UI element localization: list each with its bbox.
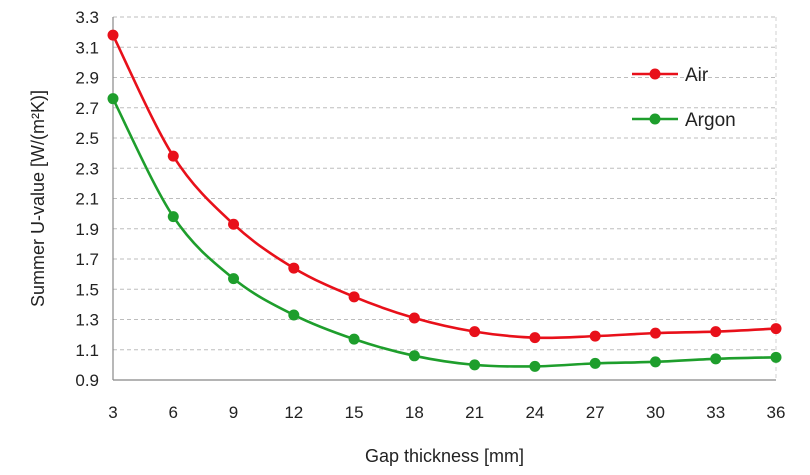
- x-tick-label: 6: [169, 403, 178, 422]
- data-point-air: [408, 312, 420, 324]
- data-point-argon: [107, 93, 119, 105]
- series-air: [107, 29, 782, 344]
- x-tick-label: 27: [586, 403, 605, 422]
- legend: Air Argon: [632, 65, 736, 131]
- y-tick-label: 1.5: [75, 280, 99, 299]
- y-tick-label: 0.9: [75, 371, 99, 390]
- data-point-argon: [288, 309, 300, 321]
- data-point-air: [589, 330, 601, 342]
- legend-item-argon: Argon: [632, 110, 736, 131]
- y-tick-label: 2.9: [75, 69, 99, 88]
- y-tick-label: 2.3: [75, 159, 99, 178]
- y-tick-label: 2.5: [75, 129, 99, 148]
- series: [107, 29, 782, 372]
- x-tick-label: 15: [345, 403, 364, 422]
- series-argon: [107, 93, 782, 372]
- y-tick-label: 3.3: [75, 8, 99, 27]
- y-tick-label: 1.1: [75, 341, 99, 360]
- data-point-air: [288, 262, 300, 274]
- y-tick-label: 2.1: [75, 190, 99, 209]
- data-point-air: [228, 218, 240, 230]
- axes: [112, 17, 776, 381]
- legend-item-air: Air: [632, 65, 709, 86]
- data-point-air: [107, 29, 119, 41]
- y-tick-label: 1.7: [75, 250, 99, 269]
- data-point-air: [469, 326, 481, 338]
- y-tick-labels: 0.9 1.1 1.3 1.5 1.7 1.9 2.1 2.3 2.5 2.7 2.9 3.1 3.3: [75, 8, 99, 390]
- legend-label: Air: [685, 65, 709, 86]
- data-point-argon: [408, 350, 420, 362]
- x-tick-label: 9: [229, 403, 238, 422]
- series-line-air: [111, 34, 777, 340]
- legend-swatch-marker: [649, 68, 661, 80]
- x-tick-labels: 3 6 9 12 15 18 21 24 27 30 33 36: [108, 403, 785, 422]
- data-point-argon: [770, 351, 782, 363]
- x-tick-label: 21: [465, 403, 484, 422]
- data-point-argon: [469, 359, 481, 371]
- data-point-air: [649, 327, 661, 339]
- legend-swatch-marker: [649, 113, 661, 125]
- legend-label: Argon: [685, 110, 736, 131]
- data-point-argon: [529, 360, 541, 372]
- y-tick-label: 3.1: [75, 38, 99, 57]
- data-point-argon: [589, 357, 601, 369]
- data-point-air: [348, 291, 360, 303]
- x-tick-label: 24: [525, 403, 544, 422]
- x-axis-title: Gap thickness [mm]: [365, 446, 524, 466]
- x-tick-label: 3: [108, 403, 117, 422]
- y-tick-label: 2.7: [75, 99, 99, 118]
- x-tick-label: 18: [405, 403, 424, 422]
- x-tick-label: 33: [706, 403, 725, 422]
- data-point-argon: [649, 356, 661, 368]
- data-point-air: [167, 150, 179, 162]
- data-point-argon: [167, 211, 179, 223]
- x-tick-label: 12: [284, 403, 303, 422]
- data-point-air: [710, 326, 722, 338]
- data-point-air: [529, 332, 541, 344]
- data-point-argon: [228, 273, 240, 285]
- grid-lines: [113, 16, 777, 380]
- y-tick-label: 1.3: [75, 311, 99, 330]
- data-point-air: [770, 323, 782, 335]
- x-tick-label: 30: [646, 403, 665, 422]
- data-point-argon: [710, 353, 722, 365]
- x-tick-label: 36: [767, 403, 786, 422]
- y-axis-title: Summer U-value [W/(m²K)]: [28, 90, 48, 307]
- data-point-argon: [348, 333, 360, 345]
- y-tick-label: 1.9: [75, 220, 99, 239]
